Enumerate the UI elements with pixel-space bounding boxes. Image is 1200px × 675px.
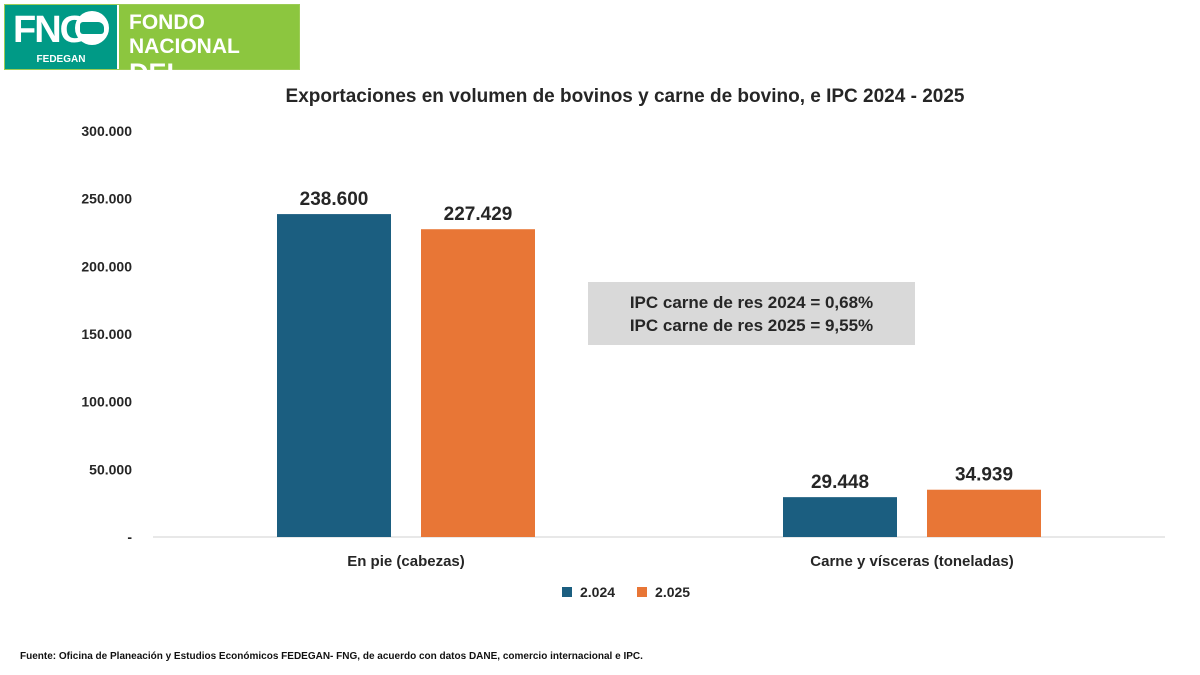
x-category-label: En pie (cabezas)	[347, 553, 465, 570]
y-tick-label: 250.000	[81, 191, 132, 207]
bar-2.024-1	[783, 497, 897, 537]
y-tick-label: 200.000	[81, 258, 132, 274]
data-label: 29.448	[811, 472, 869, 493]
y-axis: - 50.000 100.000 150.000 200.000 250.000 300.0…	[81, 123, 132, 545]
bar-series: 238.600 29.448 227.429 34.939	[277, 189, 1041, 537]
bar-2.024-0	[277, 214, 391, 537]
legend: 2.024 2.025	[562, 584, 712, 600]
data-label: 34.939	[955, 465, 1013, 486]
legend-swatch-2024	[562, 587, 572, 597]
data-label: 227.429	[444, 204, 513, 225]
ipc-annotation-2025: IPC carne de res 2025 = 9,55%	[629, 315, 874, 335]
y-tick-label: 50.000	[89, 461, 132, 477]
data-label: 238.600	[300, 189, 369, 210]
y-tick-label: -	[127, 529, 132, 545]
legend-label-2025: 2.025	[655, 584, 691, 600]
ipc-annotation-box: IPC carne de res 2024 = 0,68% IPC carne …	[588, 282, 915, 345]
y-tick-label: 150.000	[81, 326, 132, 342]
y-tick-label: 100.000	[81, 394, 132, 410]
source-footnote: Fuente: Oficina de Planeación y Estudios…	[20, 651, 643, 662]
ipc-annotation-2024: IPC carne de res 2024 = 0,68%	[629, 292, 874, 312]
chart-title: Exportaciones en volumen de bovinos y ca…	[285, 86, 965, 107]
logo-emblem: FNG FEDEGAN	[5, 5, 117, 69]
legend-item-2024: 2.024	[562, 584, 615, 600]
x-axis: En pie (cabezas) Carne y vísceras (tonela…	[347, 553, 1013, 570]
logo-wordmark: FONDO NACIONAL DEL GANADO	[117, 5, 299, 115]
cow-icon	[80, 22, 104, 34]
logo-line-1: FONDO NACIONAL	[129, 11, 240, 58]
x-category-label: Carne y vísceras (toneladas)	[810, 553, 1013, 570]
y-tick-label: 300.000	[81, 123, 132, 139]
bar-2.025-1	[927, 489, 1041, 537]
fng-logo: FNG FEDEGAN FONDO NACIONAL DEL GANADO	[4, 4, 300, 115]
logo-subtitle: FEDEGAN	[36, 54, 86, 65]
bar-2.025-0	[421, 229, 535, 537]
legend-item-2025: 2.025	[637, 584, 690, 600]
logo-line-2: DEL GANADO	[129, 58, 249, 116]
legend-swatch-2025	[637, 587, 648, 597]
legend-label-2024: 2.024	[580, 584, 616, 600]
